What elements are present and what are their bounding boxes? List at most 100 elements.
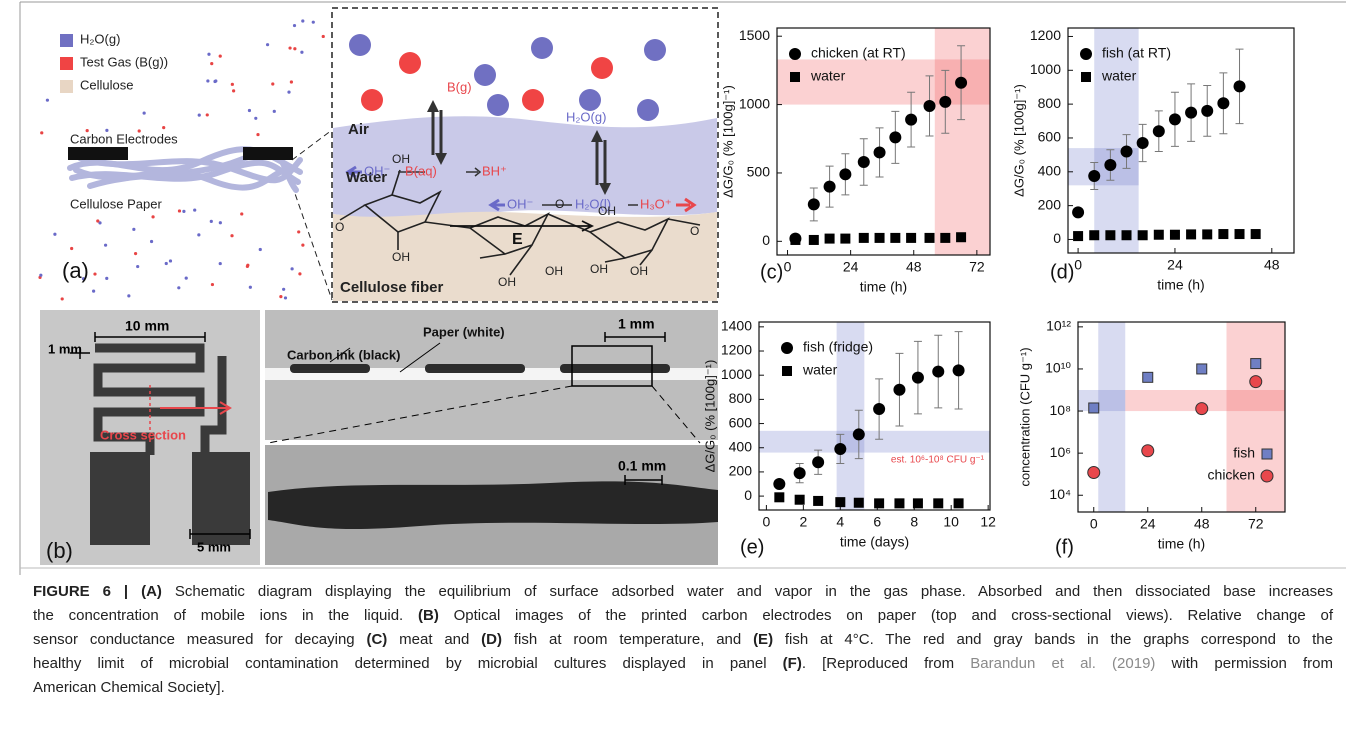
gas-molecule	[197, 113, 201, 117]
molecule-label: OH	[598, 204, 616, 218]
x-tick-label: 24	[843, 259, 859, 275]
gas-molecule	[290, 267, 294, 271]
species-label: OH⁻	[364, 163, 390, 178]
cellulose-molecule	[339, 169, 701, 276]
species-label: B(aq)	[405, 163, 437, 178]
caption-text: American Chemical Society].	[33, 679, 225, 696]
gas-molecule	[151, 215, 155, 219]
molecule-label: O	[335, 220, 344, 234]
gas-molecule	[105, 128, 109, 132]
marker-square	[794, 494, 805, 505]
electrode-pad	[90, 452, 150, 545]
plot-frame	[758, 321, 991, 511]
gas-molecule	[98, 221, 102, 225]
marker-circle	[789, 48, 801, 60]
gas-molecule	[133, 251, 138, 256]
panel-label: (a)	[62, 258, 89, 283]
field-arrow	[450, 220, 595, 232]
marker-circle	[955, 76, 968, 89]
legend-swatch	[60, 57, 73, 70]
y-tick-label: 0	[762, 232, 770, 248]
gas-molecule	[292, 23, 297, 28]
x-axis-label: time (h)	[1158, 536, 1205, 552]
marker-circle	[1136, 137, 1149, 150]
legend-label: water	[810, 68, 846, 84]
molecule	[474, 64, 496, 86]
plot-frame	[776, 27, 991, 256]
marker-square	[1142, 371, 1154, 383]
gas-molecule	[162, 125, 166, 130]
marker-square	[933, 498, 944, 509]
caption-bold: (B)	[418, 607, 439, 624]
gas-molecule	[184, 276, 188, 280]
gas-molecule	[218, 54, 222, 58]
gas-molecule	[149, 239, 154, 244]
y-tick-label: 600	[729, 414, 753, 430]
panel-label: (e)	[740, 536, 764, 558]
scale-bar	[189, 529, 251, 539]
y-tick-label: 500	[747, 164, 771, 180]
marker-circle	[873, 403, 886, 416]
y-tick-label: 0	[744, 487, 752, 503]
threshold-band	[1125, 389, 1285, 412]
scale-bar	[70, 347, 90, 359]
x-tick-label: 24	[1167, 257, 1183, 273]
carbon-electrode	[68, 147, 128, 160]
fiber	[73, 165, 293, 191]
figure: H₂O(g) Test Gas (B(g)) Cellulose Carbon Ele…	[19, 1, 1346, 575]
molecule	[522, 89, 544, 111]
y-tick-label: 1000	[721, 366, 752, 382]
oh-arrow	[488, 198, 505, 212]
marker-circle	[1152, 125, 1165, 138]
zoom-line	[651, 385, 701, 444]
gas-molecule	[105, 276, 109, 280]
scale-bar	[94, 332, 206, 342]
molecule-label: OH	[392, 152, 410, 166]
marker-square	[1202, 229, 1213, 240]
molecule	[579, 89, 601, 111]
molecule-label: OH	[630, 264, 648, 278]
y-tick-label: 400	[1038, 163, 1062, 179]
marker-square	[1121, 230, 1132, 241]
y-tick-label: 10¹²	[1046, 318, 1071, 334]
marker-square	[924, 232, 935, 243]
panel-label: (f)	[1055, 536, 1074, 558]
gas-molecule	[321, 34, 325, 39]
marker-circle	[889, 131, 902, 144]
marker-square	[1081, 72, 1091, 82]
molecule	[637, 99, 659, 121]
marker-circle	[1087, 466, 1101, 480]
gas-molecule	[177, 286, 181, 290]
marker-square	[1186, 229, 1197, 240]
species-label: BH⁺	[482, 163, 507, 178]
marker-circle	[1088, 170, 1101, 183]
marker-circle	[1080, 48, 1092, 60]
x-tick-label: 48	[1264, 257, 1280, 273]
gas-molecule	[297, 230, 301, 234]
x-tick-label: 4	[836, 514, 844, 530]
gas-molecule	[40, 131, 44, 135]
gas-molecule	[230, 82, 234, 86]
zone-label: Cellulose fiber	[340, 279, 444, 296]
legend-swatch	[60, 80, 73, 93]
gas-molecule	[53, 232, 57, 236]
x-tick-label: 0	[762, 514, 770, 530]
gas-molecule	[289, 80, 293, 84]
threshold-band	[759, 430, 990, 453]
legend-label: fish (fridge)	[803, 339, 873, 355]
y-tick-label: 600	[1038, 129, 1062, 145]
citation-link[interactable]: Barandun et al. (2019)	[970, 655, 1156, 672]
y-tick-label: 1000	[1030, 61, 1061, 77]
water-layer	[333, 116, 717, 219]
gas-molecule	[103, 243, 108, 247]
gas-molecule	[193, 208, 197, 212]
gas-molecule	[136, 264, 140, 269]
marker-square	[1089, 230, 1100, 241]
caption-bold: (E)	[753, 631, 774, 648]
legend-label: H₂O(g)	[80, 31, 120, 46]
marker-square	[1169, 229, 1180, 240]
label: Carbon Electrodes	[70, 131, 178, 146]
cellulose-layer	[333, 211, 717, 301]
legend-label: Test Gas (B(g))	[80, 54, 168, 69]
photo-label: 10 mm	[125, 318, 169, 334]
